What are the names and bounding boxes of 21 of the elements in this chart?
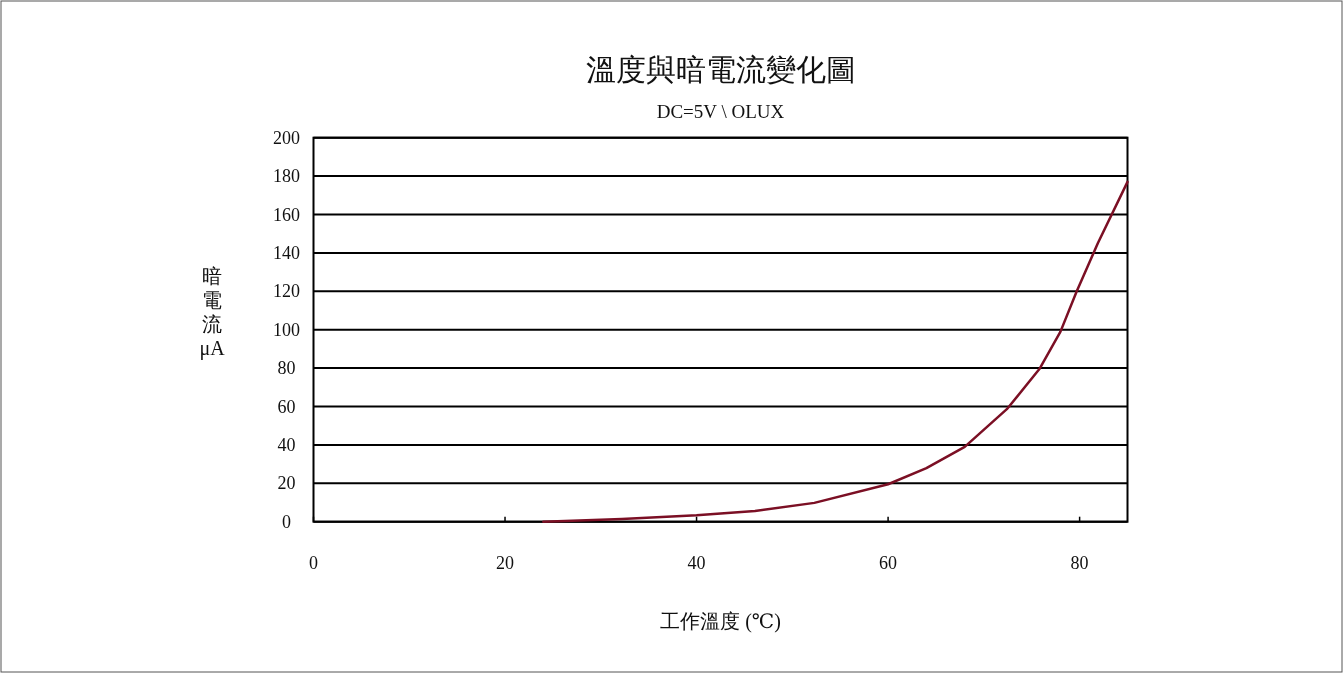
x-tick-label: 40	[687, 552, 706, 573]
y-axis-title: 暗電流 μA	[199, 265, 226, 360]
x-tick-label: 0	[309, 552, 318, 573]
y-tick-label: 0	[282, 511, 291, 532]
x-tick-label: 80	[1070, 552, 1089, 573]
line-series	[542, 180, 1129, 523]
chart-subtitle: DC=5V \ OLUX	[656, 101, 785, 122]
y-tick-label: 20	[277, 473, 296, 494]
chart-title: 溫度與暗電流變化圖	[585, 53, 856, 86]
y-tick-label: 120	[273, 281, 300, 302]
y-tick-label: 180	[273, 166, 300, 187]
y-tick-label: 160	[273, 204, 300, 225]
x-tick-label: 60	[879, 552, 898, 573]
y-tick-label: 100	[273, 319, 300, 340]
y-tick-label: 60	[277, 396, 296, 417]
y-tick-label: 40	[277, 434, 296, 455]
y-tick-label: 140	[273, 242, 300, 263]
x-tick-label: 20	[496, 552, 515, 573]
y-tick-label: 200	[273, 127, 300, 148]
y-tick-label: 80	[277, 358, 296, 379]
x-axis-title: 工作溫度 (℃)	[660, 610, 781, 633]
